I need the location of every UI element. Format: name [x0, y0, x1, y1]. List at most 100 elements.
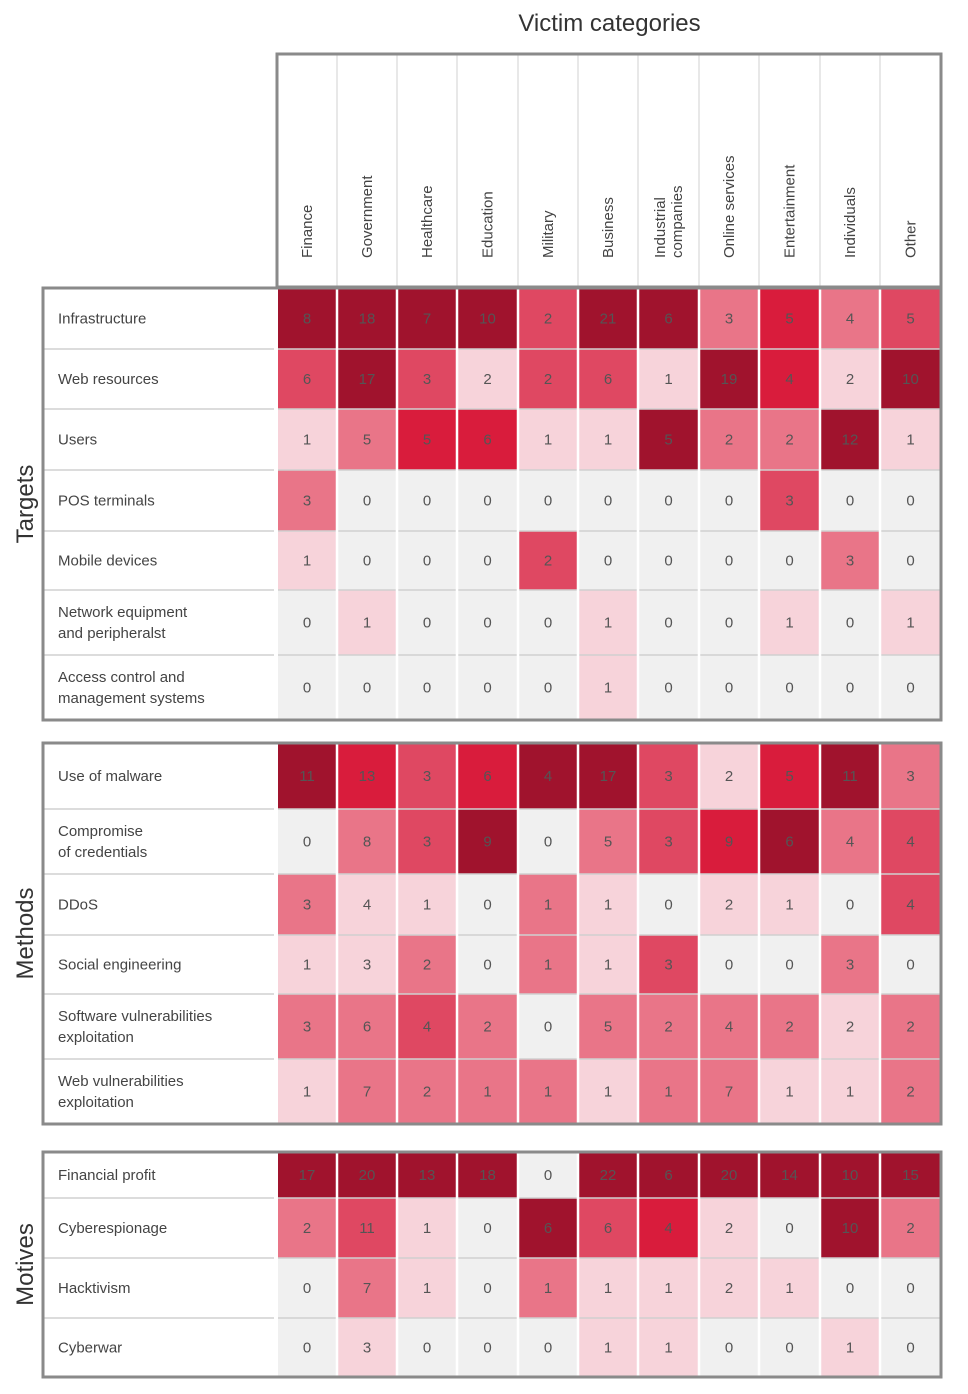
column-label-individuals: Individuals: [842, 187, 859, 258]
heat-cell: [337, 1152, 398, 1199]
cell-value: 11: [359, 1220, 375, 1237]
heat-cell: [759, 874, 821, 936]
cell-value: 1: [544, 1280, 552, 1297]
cell-value: 20: [359, 1167, 376, 1184]
row-label-compromise-of-credentials-line-1: Compromise: [58, 823, 143, 840]
row-label-users: Users: [58, 432, 97, 449]
cell-value: 7: [725, 1084, 733, 1101]
heat-cell: [457, 655, 519, 721]
heat-cell: [638, 655, 700, 721]
heat-cell: [518, 809, 579, 875]
heat-cell: [820, 590, 881, 656]
cell-value: 1: [785, 1280, 793, 1297]
cell-value: 9: [483, 834, 491, 851]
heat-cell: [337, 874, 398, 936]
cell-value: 10: [902, 371, 919, 388]
heat-cell: [578, 1152, 639, 1199]
cell-value: 0: [846, 1280, 854, 1297]
cell-value: 1: [303, 957, 311, 974]
heat-cell: [638, 470, 700, 532]
cell-value: 3: [303, 1019, 311, 1036]
heat-cell: [518, 1318, 579, 1378]
heat-cell: [277, 994, 338, 1060]
cell-value: 0: [483, 1280, 491, 1297]
heat-cell: [397, 1059, 458, 1125]
heat-cell: [699, 288, 760, 350]
cell-value: 5: [785, 311, 793, 328]
cell-value: 0: [303, 680, 311, 697]
heat-cell: [880, 1318, 942, 1378]
heat-cell: [759, 994, 821, 1060]
cell-value: 18: [359, 311, 376, 328]
heat-cell: [457, 288, 519, 350]
cell-value: 1: [604, 1084, 612, 1101]
heat-cell: [699, 874, 760, 936]
heat-cell: [277, 1198, 338, 1259]
cell-value: 17: [359, 371, 376, 388]
column-label-entertainment: Entertainment: [782, 164, 799, 258]
cell-value: 1: [906, 615, 914, 632]
heat-cell: [397, 349, 458, 410]
heat-cell: [578, 531, 639, 591]
row-label-pos-terminals: POS terminals: [58, 493, 155, 510]
heatmap-cells: 8 18 7 10 2 21 6 3 5 4 56 17 3 2 2 6 1 19 4 2 101 5 5 6 1 1 5 2 2 12 1…: [277, 288, 942, 1378]
heat-cell: [397, 1152, 458, 1199]
heat-cell: [880, 1152, 942, 1199]
heat-cell: [457, 809, 519, 875]
row-label-network-equipment-and-peripheralst-line-1: Network equipment: [58, 604, 188, 621]
heat-cell: [578, 1059, 639, 1125]
heat-cell: [699, 470, 760, 532]
heat-cell: [820, 1152, 881, 1199]
heat-cell: [518, 743, 579, 810]
cell-value: 17: [600, 768, 617, 785]
heat-cell: [759, 1059, 821, 1125]
cell-value: 21: [600, 311, 617, 328]
cell-value: 3: [725, 311, 733, 328]
heat-cell: [518, 288, 579, 350]
heat-cell: [337, 1059, 398, 1125]
cell-value: 0: [363, 680, 371, 697]
cell-value: 1: [664, 1280, 672, 1297]
heat-cell: [337, 994, 398, 1060]
cell-value: 1: [664, 371, 672, 388]
group-label-targets: Targets: [12, 465, 39, 544]
cell-value: 0: [423, 680, 431, 697]
group-frame-targets: [41, 286, 943, 722]
heat-cell: [578, 590, 639, 656]
heat-cell: [277, 288, 338, 350]
cell-value: 0: [544, 615, 552, 632]
heat-cell: [277, 590, 338, 656]
heat-cell: [759, 531, 821, 591]
cell-value: 0: [363, 553, 371, 570]
heat-cell: [578, 874, 639, 936]
cell-value: 1: [303, 432, 311, 449]
heat-cell: [578, 1258, 639, 1319]
heat-cell: [759, 1258, 821, 1319]
cell-value: 2: [303, 1220, 311, 1237]
heat-cell: [337, 935, 398, 995]
column-label-military: Military: [540, 210, 557, 258]
heat-cell: [759, 1198, 821, 1259]
heat-cell: [880, 531, 942, 591]
heat-cell: [337, 743, 398, 810]
heat-cell: [880, 874, 942, 936]
row-label-cyberespionage: Cyberespionage: [58, 1220, 167, 1237]
heat-cell: [578, 288, 639, 350]
cell-value: 1: [846, 1340, 854, 1357]
heat-cell: [397, 531, 458, 591]
heat-cell: [759, 1152, 821, 1199]
heat-cell: [277, 935, 338, 995]
cell-value: 0: [846, 615, 854, 632]
column-label-education: Education: [480, 191, 497, 258]
heat-cell: [457, 531, 519, 591]
heat-cell: [518, 994, 579, 1060]
cell-value: 0: [725, 553, 733, 570]
heat-cell: [759, 409, 821, 471]
heat-cell: [880, 1258, 942, 1319]
row-label-software-vulnerabilities-exploitation-line-2: exploitation: [58, 1029, 134, 1046]
heat-cell: [880, 1059, 942, 1125]
heat-cell: [638, 1258, 700, 1319]
heat-cell: [337, 1258, 398, 1319]
heat-cell: [457, 1198, 519, 1259]
